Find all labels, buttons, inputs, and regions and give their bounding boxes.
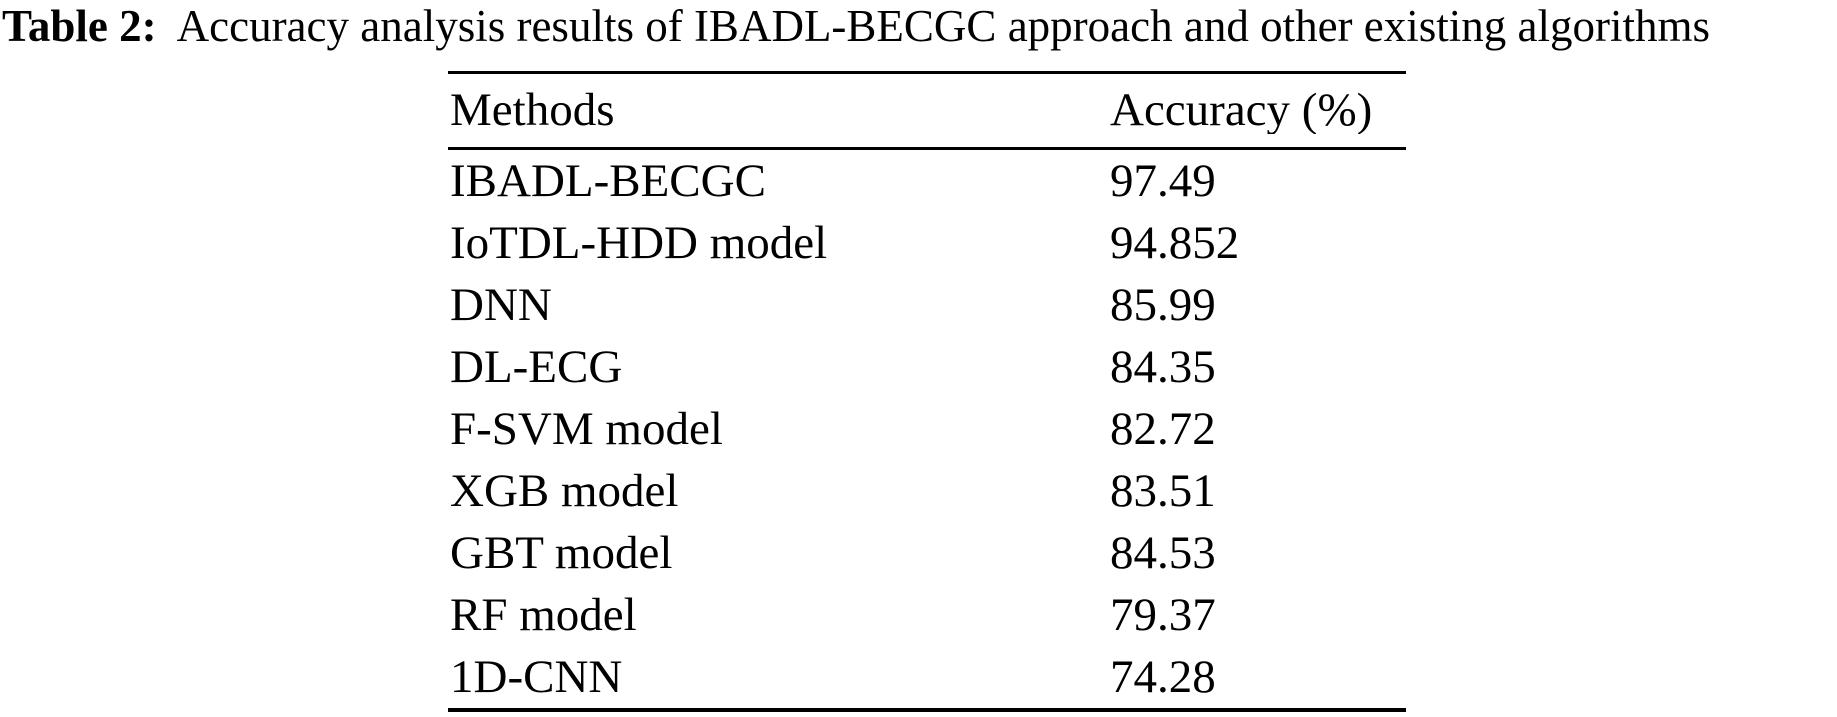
method-cell: DNN [450, 281, 552, 329]
accuracy-cell: 83.51 [1110, 467, 1216, 515]
table-row: DL-ECG 84.35 [448, 336, 1406, 398]
table-caption: Table 2: Accuracy analysis results of IBA… [2, 1, 1837, 52]
accuracy-cell: 84.35 [1110, 343, 1216, 391]
method-cell: 1D-CNN [450, 653, 623, 701]
method-cell: F-SVM model [450, 405, 723, 453]
table-row: DNN 85.99 [448, 274, 1406, 336]
method-cell: GBT model [450, 529, 673, 577]
method-cell: RF model [450, 591, 637, 639]
table-caption-text: Accuracy analysis results of IBADL-BECGC… [176, 1, 1711, 51]
accuracy-cell: 97.49 [1110, 157, 1216, 205]
method-cell: IBADL-BECGC [450, 157, 766, 205]
accuracy-cell: 85.99 [1110, 281, 1216, 329]
table-body: IBADL-BECGC 97.49 IoTDL-HDD model 94.852… [448, 150, 1406, 708]
accuracy-cell: 94.852 [1110, 219, 1240, 267]
table-row: F-SVM model 82.72 [448, 398, 1406, 460]
table-row: IBADL-BECGC 97.49 [448, 150, 1406, 212]
table-row: XGB model 83.51 [448, 460, 1406, 522]
accuracy-cell: 82.72 [1110, 405, 1216, 453]
table-row: RF model 79.37 [448, 584, 1406, 646]
accuracy-cell: 79.37 [1110, 591, 1216, 639]
method-cell: XGB model [450, 467, 679, 515]
method-cell: DL-ECG [450, 343, 623, 391]
table-caption-label: Table 2: [2, 1, 157, 51]
column-header-methods: Methods [450, 87, 615, 134]
accuracy-table: Methods Accuracy (%) IBADL-BECGC 97.49 I… [448, 71, 1406, 712]
table-row: IoTDL-HDD model 94.852 [448, 212, 1406, 274]
table-header-row: Methods Accuracy (%) [448, 74, 1406, 150]
accuracy-cell: 84.53 [1110, 529, 1216, 577]
column-header-accuracy: Accuracy (%) [1110, 87, 1373, 134]
table-row: 1D-CNN 74.28 [448, 646, 1406, 708]
table-row: GBT model 84.53 [448, 522, 1406, 584]
accuracy-cell: 74.28 [1110, 653, 1216, 701]
method-cell: IoTDL-HDD model [450, 219, 828, 267]
